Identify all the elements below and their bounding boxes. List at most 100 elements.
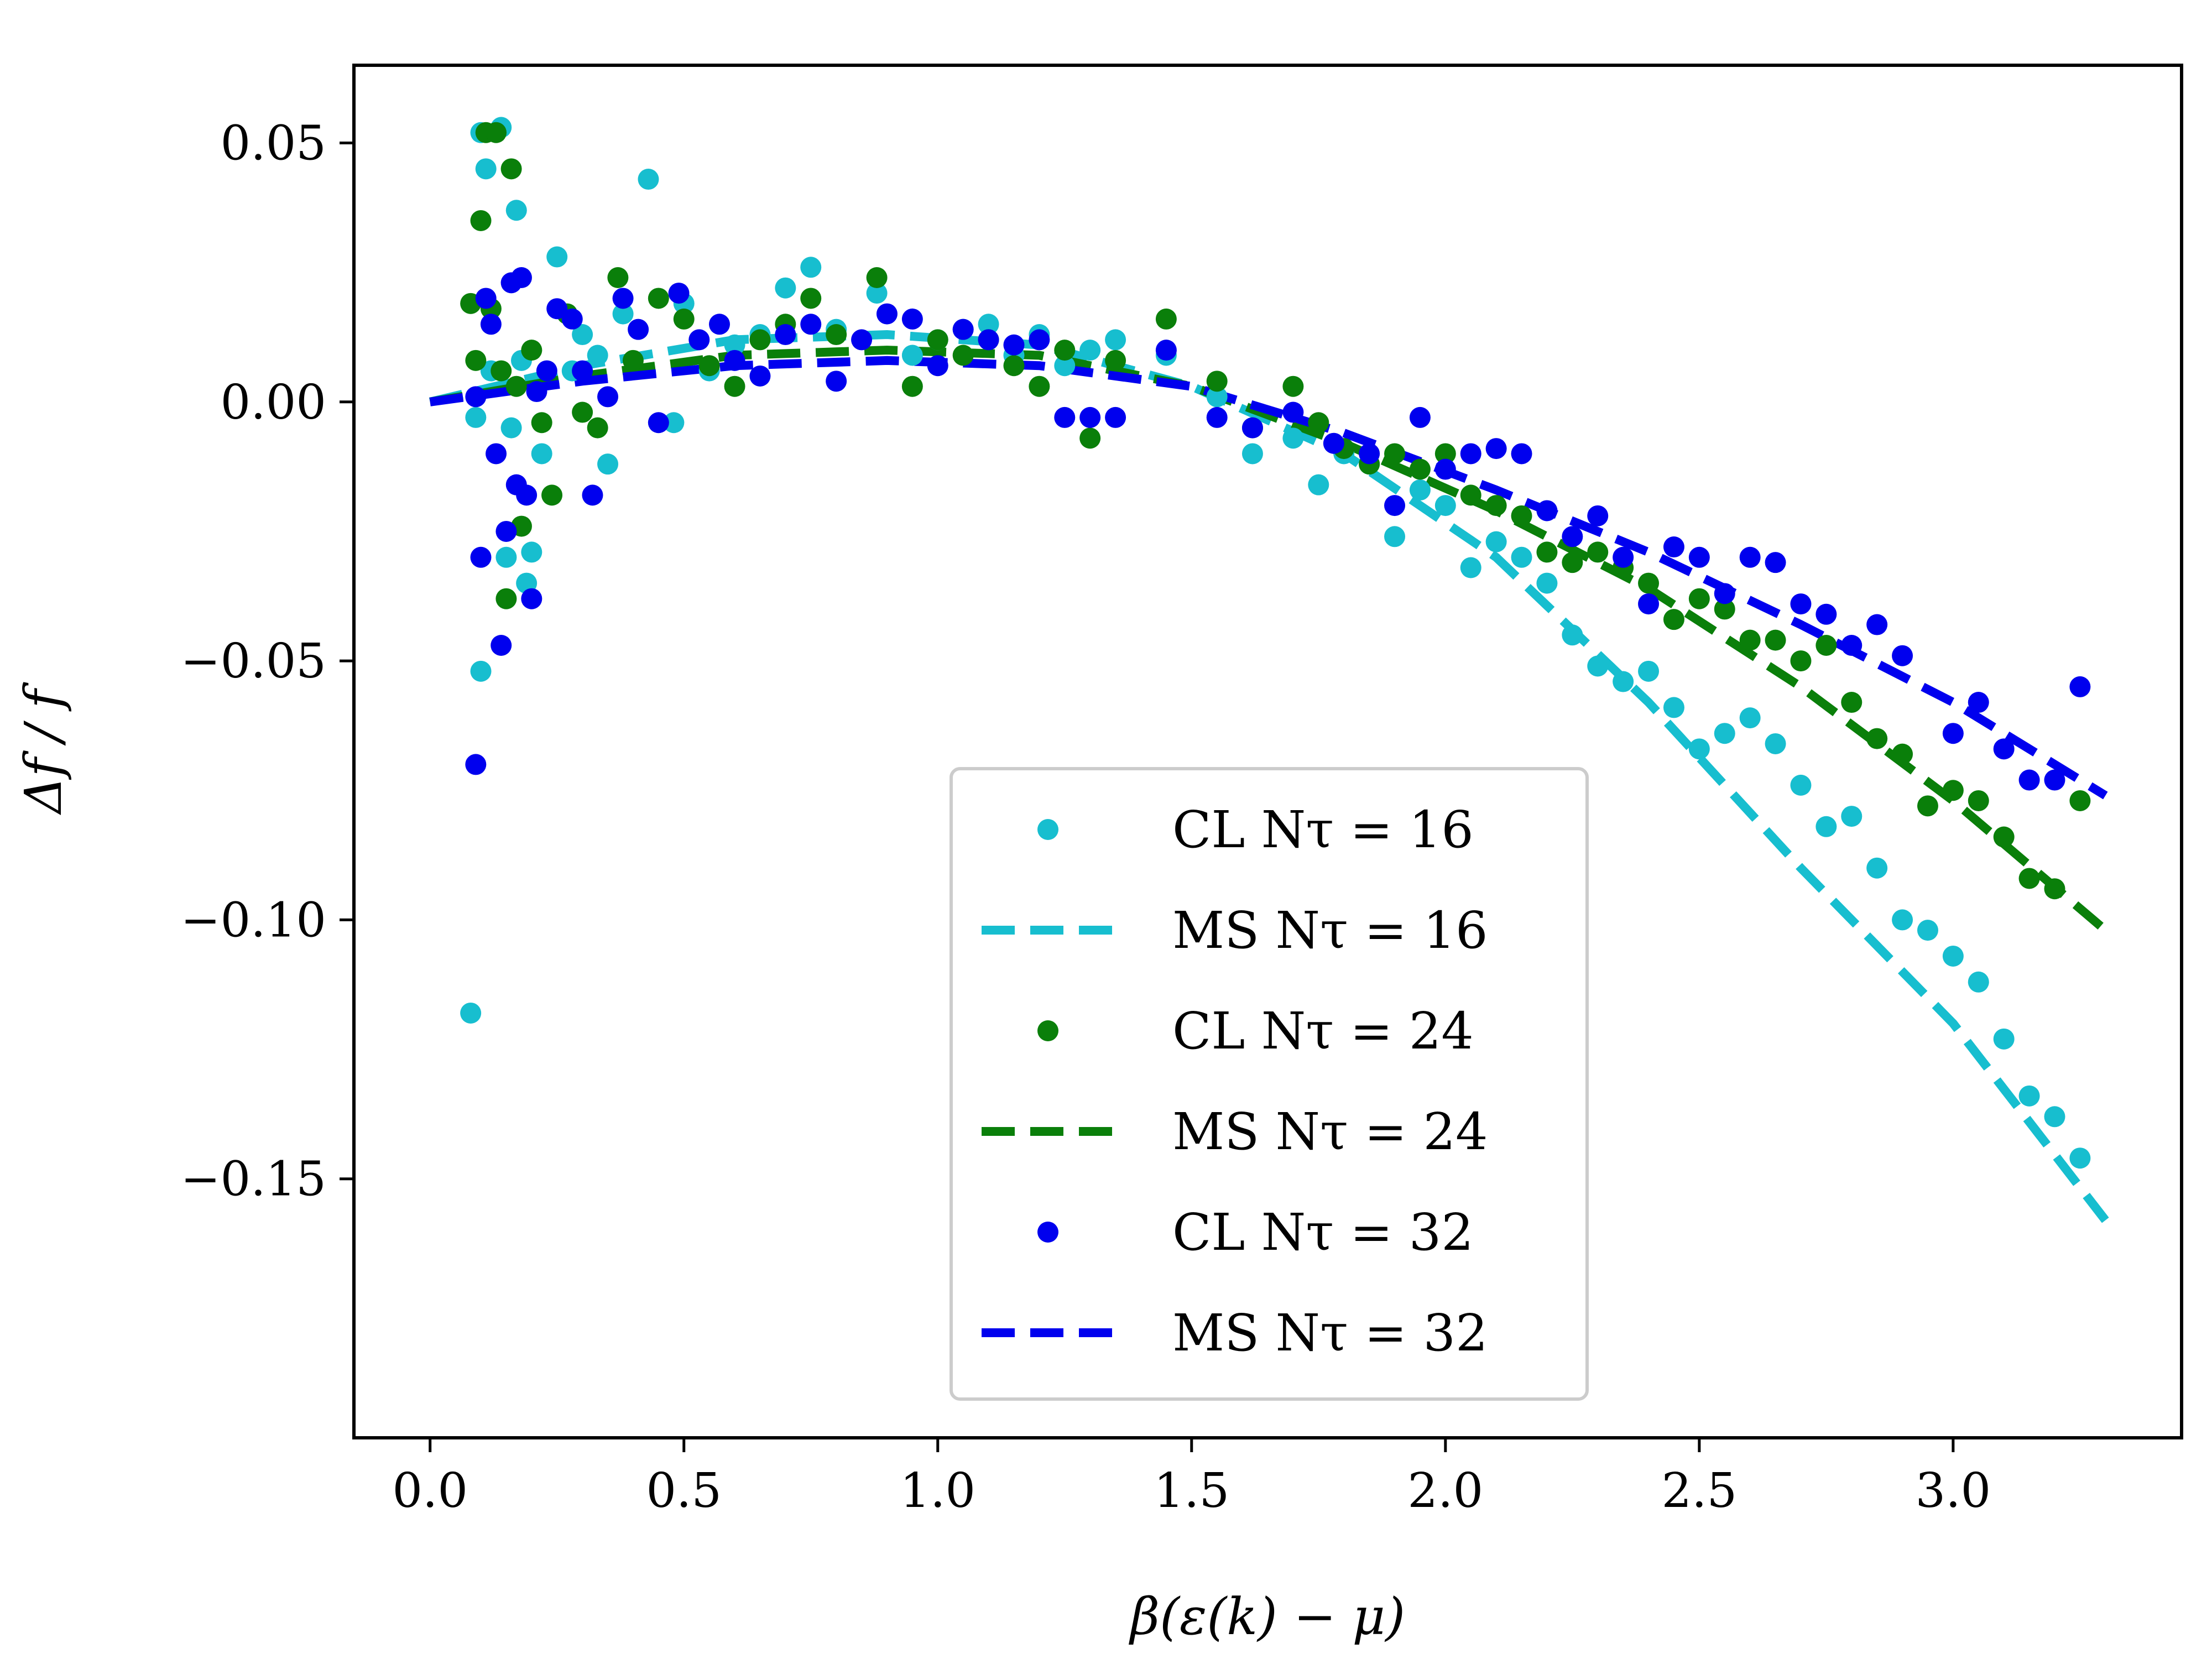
data-point: [638, 169, 659, 190]
data-point: [1587, 655, 1609, 677]
data-point: [709, 314, 730, 335]
data-point: [521, 340, 542, 361]
data-point: [1714, 723, 1735, 744]
data-point: [1409, 479, 1431, 501]
data-point: [1485, 495, 1507, 517]
data-point: [1155, 308, 1177, 330]
data-point: [486, 122, 507, 143]
data-point: [2018, 1085, 2040, 1107]
data-point: [612, 288, 634, 309]
data-point: [2018, 868, 2040, 889]
data-point: [724, 349, 745, 371]
data-point: [1206, 371, 1228, 392]
data-point: [1054, 355, 1076, 377]
legend-marker-4: [1037, 1222, 1058, 1243]
data-point: [749, 365, 771, 387]
data-point: [2069, 790, 2091, 811]
legend: CL Nτ = 16 MS Nτ = 16 CL Nτ = 24 MS Nτ = 24…: [950, 767, 1589, 1401]
data-point: [1485, 438, 1507, 460]
data-point: [622, 349, 644, 371]
data-point: [1384, 495, 1406, 517]
data-point: [516, 484, 538, 506]
data-point: [1054, 406, 1076, 428]
data-point: [1866, 614, 1888, 635]
data-point: [1942, 723, 1964, 744]
data-point: [1155, 340, 1177, 361]
data-point: [668, 283, 690, 304]
data-point: [978, 314, 999, 335]
data-point: [876, 303, 898, 325]
data-point: [1663, 609, 1684, 630]
data-point: [465, 406, 487, 428]
data-point: [1638, 660, 1660, 682]
data-point: [1739, 546, 1761, 568]
data-point: [475, 158, 497, 180]
data-point: [1562, 526, 1583, 547]
data-point: [1206, 406, 1228, 428]
plot-area: [429, 117, 2109, 1223]
y-tick-label: 0.05: [221, 116, 326, 171]
data-point: [1841, 692, 1863, 713]
data-point: [1765, 733, 1786, 754]
data-point: [561, 308, 583, 330]
data-point: [1485, 531, 1507, 552]
data-point: [505, 375, 527, 397]
data-point: [1739, 629, 1761, 651]
data-point: [1942, 780, 1964, 801]
data-point: [1562, 624, 1583, 646]
data-point: [800, 257, 822, 278]
data-point: [1790, 774, 1812, 796]
y-axis-title: Δf / f: [14, 682, 73, 815]
data-point: [531, 443, 552, 465]
data-point: [1841, 806, 1863, 827]
data-point: [1866, 857, 1888, 879]
data-point: [901, 345, 923, 366]
data-point: [1409, 458, 1431, 480]
data-point: [500, 417, 522, 439]
data-point: [546, 298, 568, 320]
data-point: [1359, 443, 1380, 465]
data-point: [495, 546, 517, 568]
data-point: [775, 324, 796, 346]
data-point: [673, 308, 695, 330]
data-point: [470, 546, 492, 568]
data-point: [1308, 474, 1329, 495]
data-point: [2018, 769, 2040, 791]
data-point: [470, 660, 492, 682]
legend-label-1: MS Nτ = 16: [1172, 901, 1488, 960]
data-point: [465, 386, 487, 408]
data-point: [572, 360, 593, 382]
data-point: [1323, 432, 1344, 454]
data-point: [465, 349, 487, 371]
data-point: [2069, 1147, 2091, 1169]
data-point: [475, 288, 497, 309]
data-point: [1434, 458, 1456, 480]
data-point: [1511, 505, 1532, 526]
data-point: [1511, 546, 1532, 568]
data-point: [688, 329, 710, 351]
data-point: [1460, 443, 1481, 465]
x-axis-title: β(ε(k) − μ): [1129, 1587, 1405, 1646]
data-point: [1638, 593, 1660, 615]
data-point: [1562, 552, 1583, 573]
data-point: [1993, 738, 2015, 760]
data-point: [1663, 536, 1684, 558]
data-point: [1739, 707, 1761, 729]
data-point: [1105, 329, 1126, 351]
data-point: [648, 412, 669, 434]
x-tick-label: 0.5: [646, 1463, 722, 1519]
data-point: [901, 375, 923, 397]
data-point: [1892, 645, 1913, 666]
data-point: [1105, 406, 1126, 428]
x-tick-label: 2.0: [1407, 1463, 1483, 1519]
data-point: [952, 345, 974, 366]
data-point: [1968, 790, 1989, 811]
data-point: [1968, 692, 1989, 713]
data-point: [486, 443, 507, 465]
data-point: [597, 386, 619, 408]
data-point: [952, 319, 974, 340]
data-point: [572, 324, 593, 346]
data-point: [1282, 401, 1304, 423]
data-point: [1917, 920, 1938, 941]
